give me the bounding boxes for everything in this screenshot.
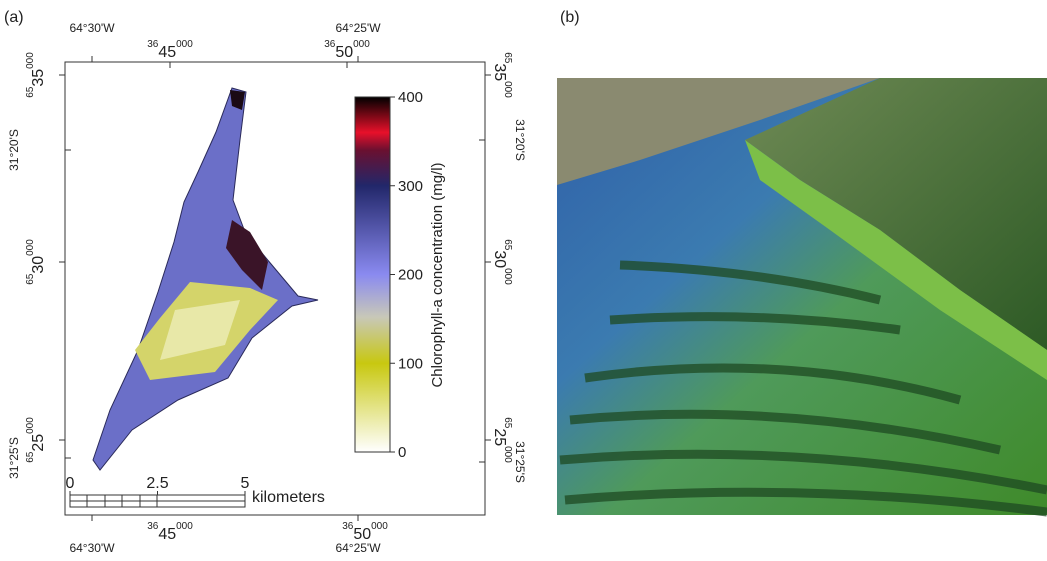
easting-label-part: 50 [335, 44, 353, 61]
frame-ticks [59, 56, 491, 521]
easting-label-part: 50 [353, 526, 371, 543]
colorbar-tick-label: 300 [398, 178, 423, 195]
easting-label-part: 000 [371, 521, 388, 532]
panel-label: (a) [4, 9, 24, 26]
easting-label-part: 000 [353, 39, 370, 50]
northing-label-part: 65 [502, 52, 513, 64]
longitude-label: 64°25'W [335, 21, 381, 35]
northing-label-part: 25 [30, 434, 47, 452]
reservoir [92, 87, 319, 471]
easting-label: 3645000 [147, 39, 193, 61]
easting-label: 3650000 [342, 521, 388, 543]
easting-label-part: 45 [158, 526, 176, 543]
northing-label-part: 000 [25, 417, 36, 434]
northing-label: 6535000 [25, 52, 47, 98]
scale-bar [69, 494, 246, 508]
scale-tick-label: 2.5 [146, 475, 168, 492]
northing-label-part: 65 [25, 273, 36, 285]
easting-label: 3650000 [324, 39, 370, 61]
northing-label-part: 35 [491, 63, 508, 81]
northing-label-part: 30 [491, 250, 508, 268]
panel-label: (b) [560, 9, 580, 26]
easting-label-part: 000 [176, 39, 193, 50]
latitude-label: 31°20'S [7, 129, 21, 171]
northing-label-part: 25 [491, 428, 508, 446]
northing-label-part: 65 [502, 417, 513, 429]
northing-label: 6535000 [491, 52, 513, 98]
northing-label: 6530000 [25, 239, 47, 285]
colorbar-tick-label: 0 [398, 444, 406, 461]
northing-label-part: 65 [25, 86, 36, 98]
colorbar-tick-label: 100 [398, 355, 423, 372]
northing-label: 6530000 [491, 239, 513, 285]
northing-label-part: 65 [25, 451, 36, 463]
easting-label-part: 45 [158, 44, 176, 61]
longitude-label: 64°30'W [69, 21, 115, 35]
aerial-photo [557, 78, 1047, 517]
northing-label-part: 000 [25, 239, 36, 256]
easting-label-part: 36 [147, 521, 159, 532]
easting-label-part: 36 [147, 39, 159, 50]
easting-label-part: 36 [324, 39, 336, 50]
northing-label: 6525000 [25, 417, 47, 463]
northing-label-part: 000 [502, 446, 513, 463]
northing-label: 6525000 [491, 417, 513, 463]
northing-label-part: 30 [30, 256, 47, 274]
northing-label-part: 000 [25, 52, 36, 69]
scale-tick-label: 0 [66, 475, 75, 492]
northing-label-part: 000 [502, 81, 513, 98]
easting-label-part: 36 [342, 521, 354, 532]
scale-unit: kilometers [252, 489, 325, 506]
latitude-label: 31°25'S [7, 437, 21, 479]
latitude-label: 31°25'S [513, 441, 527, 483]
colorbar-title: Chlorophyll-a concentration (mg/l) [429, 162, 446, 387]
colorbar-tick-label: 400 [398, 89, 423, 106]
scale-tick-label: 5 [241, 475, 250, 492]
colorbar-tick-label: 200 [398, 267, 423, 284]
northing-label-part: 35 [30, 69, 47, 87]
easting-label: 3645000 [147, 521, 193, 543]
longitude-label: 64°25'W [335, 541, 381, 555]
easting-label-part: 000 [176, 521, 193, 532]
latitude-label: 31°20'S [513, 119, 527, 161]
longitude-label: 64°30'W [69, 541, 115, 555]
northing-label-part: 000 [502, 268, 513, 285]
colorbar [354, 96, 391, 453]
northing-label-part: 65 [502, 239, 513, 251]
